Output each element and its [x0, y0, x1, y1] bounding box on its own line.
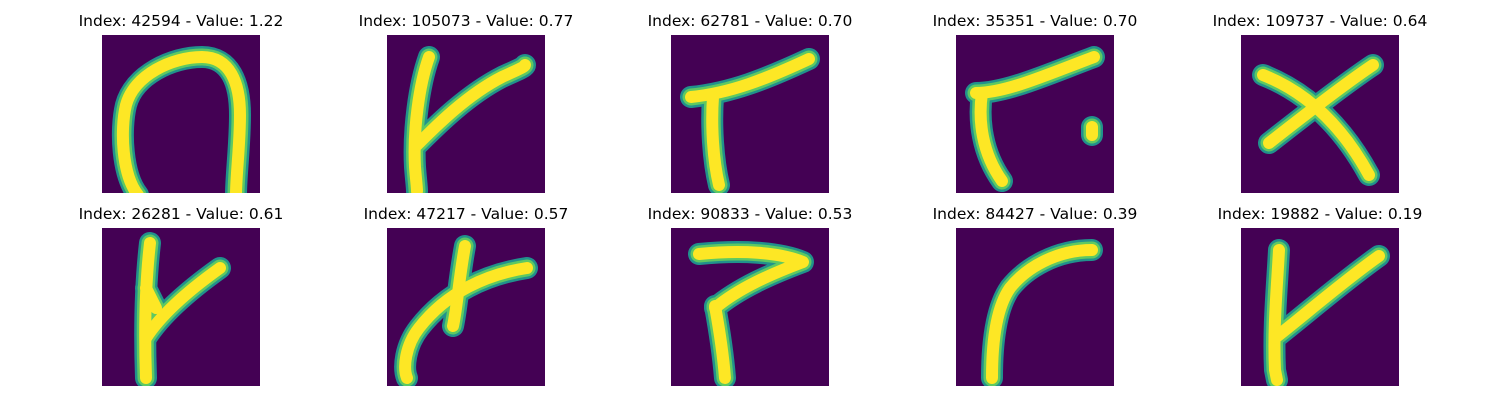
image-panel: [102, 35, 260, 193]
glyph-image: [671, 228, 829, 386]
image-panel: [1241, 228, 1399, 386]
glyph-stroke: [145, 243, 150, 378]
image-panel: [956, 35, 1114, 193]
glyph-image: [387, 35, 545, 193]
glyph-image: [387, 228, 545, 386]
panel-title: Index: 84427 - Value: 0.39: [885, 205, 1185, 223]
image-panel: [1241, 35, 1399, 193]
panel-title: Index: 42594 - Value: 1.22: [31, 12, 331, 30]
image-panel: [102, 228, 260, 386]
panel-title: Index: 62781 - Value: 0.70: [600, 12, 900, 30]
image-panel: [387, 35, 545, 193]
panel-title: Index: 109737 - Value: 0.64: [1170, 12, 1470, 30]
image-panel: [671, 228, 829, 386]
glyph-image: [102, 228, 260, 386]
panel-title: Index: 35351 - Value: 0.70: [885, 12, 1185, 30]
panel-title: Index: 19882 - Value: 0.19: [1170, 205, 1470, 223]
panel-title: Index: 26281 - Value: 0.61: [31, 205, 331, 223]
panel-title: Index: 105073 - Value: 0.77: [316, 12, 616, 30]
glyph-image: [671, 35, 829, 193]
image-panel: [956, 228, 1114, 386]
glyph-stroke: [712, 97, 719, 185]
glyph-image: [1241, 228, 1399, 386]
image-panel: [387, 228, 545, 386]
image-panel: [671, 35, 829, 193]
panel-title: Index: 47217 - Value: 0.57: [316, 205, 616, 223]
glyph-image: [1241, 35, 1399, 193]
glyph-stroke: [1274, 250, 1279, 380]
glyph-image: [102, 35, 260, 193]
glyph-image: [956, 228, 1114, 386]
panel-title: Index: 90833 - Value: 0.53: [600, 205, 900, 223]
glyph-image: [956, 35, 1114, 193]
